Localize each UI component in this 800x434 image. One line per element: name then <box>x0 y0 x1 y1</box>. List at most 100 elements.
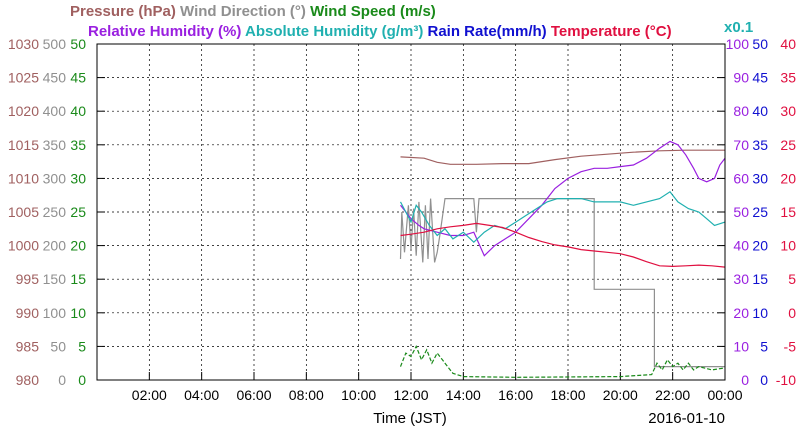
y-tick-left-pressure: 1025 <box>8 70 39 86</box>
y-tick-right-temperature: 40 <box>780 36 796 52</box>
legend-temperature: Temperature (°C) <box>547 23 672 40</box>
y-tick-left-wind_direction: 500 <box>43 36 67 52</box>
date-label: 2016-01-10 <box>648 410 725 427</box>
y-tick-left-wind_direction: 100 <box>43 305 67 321</box>
y-tick-left-pressure: 1010 <box>8 170 39 186</box>
right-axes: 0102030405060708090100051015202530354045… <box>726 36 797 388</box>
series-lines <box>399 140 726 378</box>
x-tick-label: 10:00 <box>341 387 376 403</box>
y-tick-left-wind_speed: 5 <box>78 338 86 354</box>
y-tick-right-humidity: 80 <box>733 103 749 119</box>
y-tick-right-humidity: 70 <box>733 137 749 153</box>
plot-frame <box>96 43 726 381</box>
svg-text:Pressure (hPa) Wind Direction: Pressure (hPa) Wind Direction (°) Wind S… <box>70 3 436 20</box>
svg-text:Relative Humidity (%) Absolut: Relative Humidity (%) Absolute Humidity … <box>88 23 672 40</box>
x-tick-label: 02:00 <box>132 387 167 403</box>
y-tick-right-temperature: 15 <box>780 204 796 220</box>
legend: Pressure (hPa) Wind Direction (°) Wind S… <box>70 3 753 40</box>
y-tick-left-pressure: 995 <box>16 271 40 287</box>
y-tick-left-wind_direction: 400 <box>43 103 67 119</box>
x-tick-label: 12:00 <box>393 387 428 403</box>
x-tick-label: 00:00 <box>707 387 742 403</box>
y-tick-left-pressure: 1005 <box>8 204 39 220</box>
y-tick-left-wind_speed: 20 <box>70 238 86 254</box>
y-tick-left-wind_speed: 25 <box>70 204 86 220</box>
y-tick-right-temperature: -10 <box>776 372 796 388</box>
y-tick-left-wind_direction: 50 <box>50 338 66 354</box>
y-tick-right-rain: 0 <box>760 372 768 388</box>
series-wind_speed <box>399 344 726 378</box>
y-tick-left-wind_direction: 250 <box>43 204 67 220</box>
x-tick-label: 22:00 <box>655 387 690 403</box>
legend-pressure: Pressure (hPa) <box>70 3 176 20</box>
y-tick-right-rain: 40 <box>752 103 768 119</box>
y-tick-left-pressure: 985 <box>16 338 40 354</box>
y-tick-right-rain: 35 <box>752 137 768 153</box>
y-tick-right-rain: 5 <box>760 338 768 354</box>
y-tick-right-temperature: 20 <box>780 170 796 186</box>
y-tick-left-wind_direction: 300 <box>43 170 67 186</box>
series-wind_direction <box>399 198 725 368</box>
series-humidity <box>400 140 726 257</box>
y-tick-right-rain: 50 <box>752 36 768 52</box>
legend-humidity: Relative Humidity (%) <box>88 23 241 40</box>
x-tick-label: 04:00 <box>184 387 219 403</box>
x-axis-title: Time (JST) <box>373 410 447 427</box>
legend-wind_speed: Wind Speed (m/s) <box>306 3 436 20</box>
y-tick-left-pressure: 980 <box>16 372 40 388</box>
y-tick-right-humidity: 20 <box>733 305 749 321</box>
y-tick-right-humidity: 10 <box>733 338 749 354</box>
y-tick-left-wind_direction: 350 <box>43 137 67 153</box>
y-tick-right-temperature: 30 <box>780 103 796 119</box>
y-tick-left-wind_speed: 30 <box>70 170 86 186</box>
y-tick-right-rain: 25 <box>752 204 768 220</box>
left-axes: 9809859909951000100510101015102010251030… <box>8 36 725 388</box>
y-tick-right-humidity: 0 <box>741 372 749 388</box>
y-tick-right-temperature: 5 <box>788 271 796 287</box>
y-tick-right-rain: 45 <box>752 70 768 86</box>
y-tick-right-rain: 20 <box>752 238 768 254</box>
y-tick-left-pressure: 1015 <box>8 137 39 153</box>
y-tick-left-pressure: 1020 <box>8 103 39 119</box>
x-tick-label: 06:00 <box>236 387 271 403</box>
y-tick-left-pressure: 990 <box>16 305 40 321</box>
series-abs_humidity <box>399 190 726 244</box>
y-tick-left-wind_speed: 35 <box>70 137 86 153</box>
y-tick-right-humidity: 50 <box>733 204 749 220</box>
series-pressure <box>400 149 725 165</box>
y-tick-left-wind_direction: 150 <box>43 271 67 287</box>
y-tick-right-temperature: 35 <box>780 70 796 86</box>
x-tick-label: 20:00 <box>603 387 638 403</box>
y-tick-left-pressure: 1030 <box>8 36 39 52</box>
y-tick-left-wind_speed: 15 <box>70 271 86 287</box>
x-tick-label: 14:00 <box>446 387 481 403</box>
y-tick-left-wind_speed: 40 <box>70 103 86 119</box>
x-axis: 02:00 04:00 06:00 08:00 10:00 12:00 14:00 16:00… <box>132 372 743 403</box>
y-tick-right-humidity: 90 <box>733 70 749 86</box>
y-tick-right-humidity: 30 <box>733 271 749 287</box>
y-tick-right-temperature: 10 <box>780 238 796 254</box>
series-temperature <box>400 222 726 268</box>
legend-rain: Rain Rate(mm/h) <box>423 23 546 40</box>
y-tick-right-rain: 10 <box>752 305 768 321</box>
y-tick-left-wind_speed: 10 <box>70 305 86 321</box>
y-tick-left-wind_speed: 50 <box>70 36 86 52</box>
y-tick-right-temperature: 25 <box>780 137 796 153</box>
y-tick-left-wind_direction: 200 <box>43 238 67 254</box>
y-tick-right-rain: 15 <box>752 271 768 287</box>
y-tick-right-rain: 30 <box>752 170 768 186</box>
y-tick-right-humidity: 40 <box>733 238 749 254</box>
legend-abs_humidity: Absolute Humidity (g/m³) <box>241 23 423 40</box>
y-tick-left-pressure: 1000 <box>8 238 39 254</box>
y-tick-right-humidity: 60 <box>733 170 749 186</box>
legend-wind_direction: Wind Direction (°) <box>176 3 306 20</box>
y-tick-left-wind_speed: 0 <box>78 372 86 388</box>
y-tick-right-temperature: 0 <box>788 305 796 321</box>
x-tick-label: 08:00 <box>289 387 324 403</box>
y-tick-right-humidity: 100 <box>726 36 750 52</box>
y-tick-left-wind_speed: 45 <box>70 70 86 86</box>
legend-scale-note: x0.1 <box>724 19 753 36</box>
y-tick-left-wind_direction: 450 <box>43 70 67 86</box>
y-tick-left-wind_direction: 0 <box>58 372 66 388</box>
